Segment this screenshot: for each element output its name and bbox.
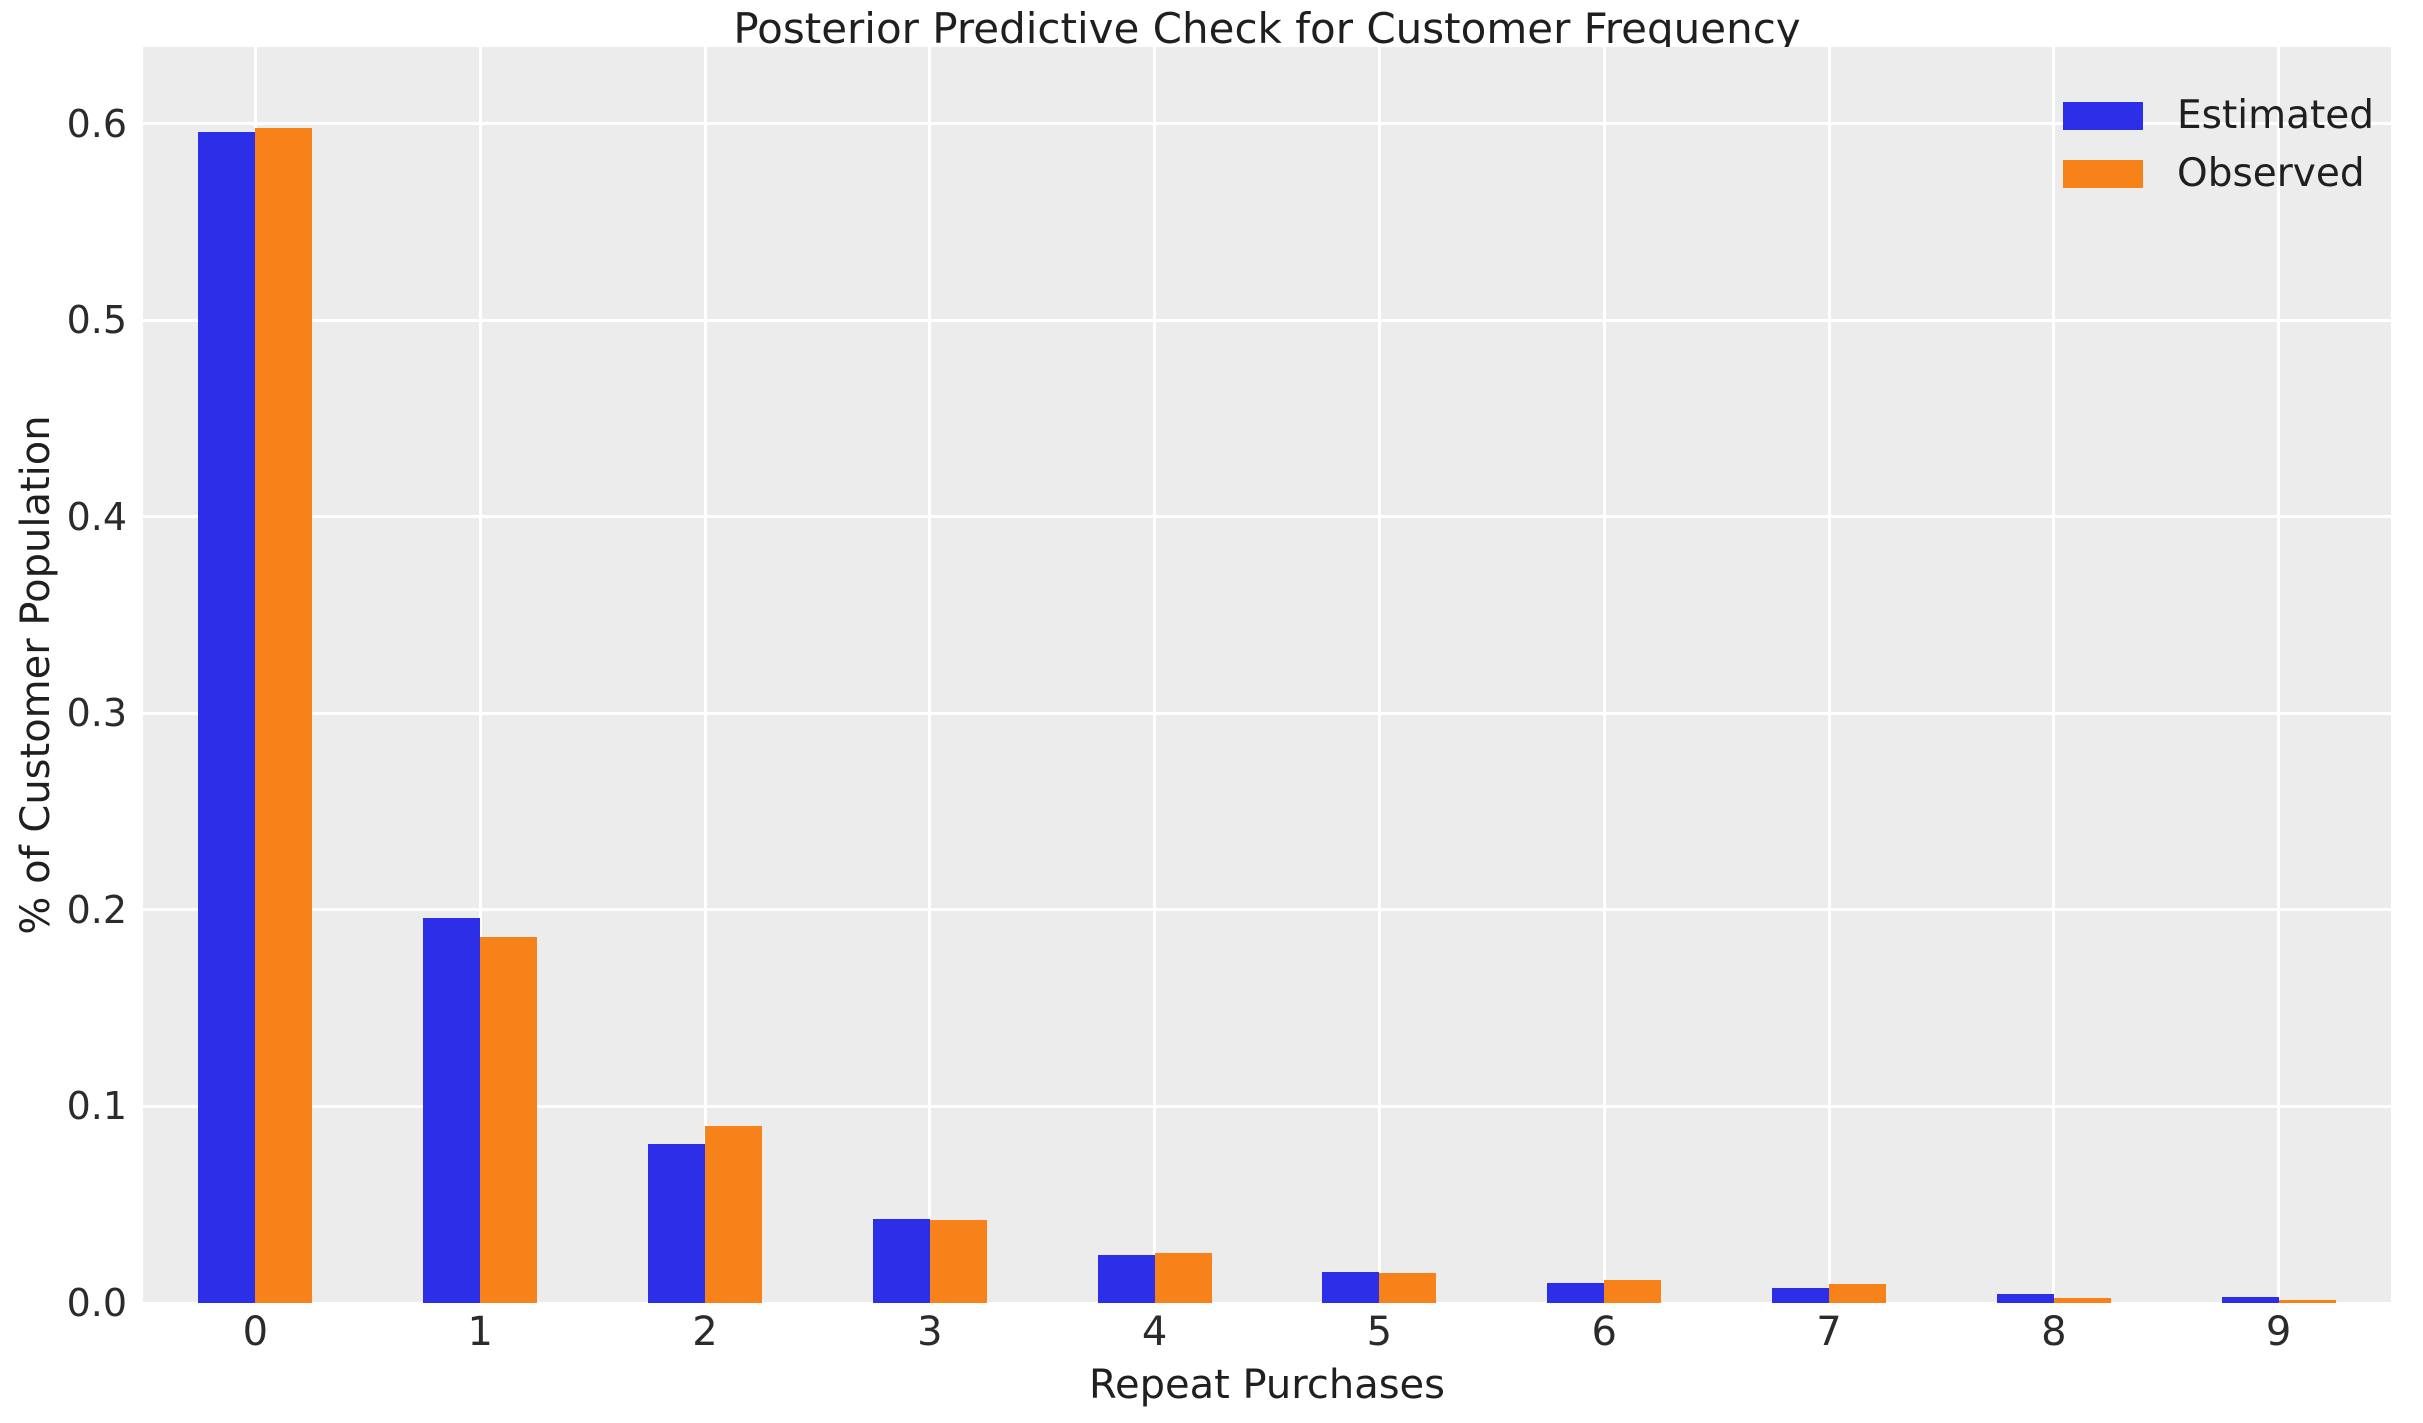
legend-label-observed: Observed <box>2177 151 2365 196</box>
gridline-vertical <box>1377 47 1381 1303</box>
x-axis-ticks: 0 1 2 3 4 5 6 7 8 9 <box>143 1309 2391 1365</box>
bar-observed-2 <box>705 1126 762 1303</box>
bar-observed-9 <box>2278 1299 2336 1303</box>
gridline-horizontal <box>143 122 2391 126</box>
legend-item-observed: Observed <box>2063 153 2374 195</box>
bar-group-2 <box>648 1126 762 1303</box>
x-tick-label: 5 <box>1366 1309 1393 1355</box>
x-tick-label: 4 <box>1141 1309 1168 1355</box>
gridline-vertical <box>703 47 707 1303</box>
bar-observed-6 <box>1604 1279 1662 1303</box>
bar-group-3 <box>872 1219 987 1303</box>
x-tick-label: 2 <box>692 1309 718 1355</box>
x-tick-label: 7 <box>1816 1309 1842 1355</box>
bar-observed-8 <box>2053 1298 2111 1303</box>
plot-area <box>143 47 2391 1305</box>
x-tick-label: 6 <box>1591 1309 1617 1355</box>
x-tick-label: 3 <box>917 1309 943 1355</box>
bar-observed-3 <box>929 1220 987 1303</box>
y-tick-label: 0.4 <box>66 494 127 539</box>
chart-title: Posterior Predictive Check for Customer … <box>733 4 1801 53</box>
bar-group-6 <box>1547 1279 1662 1303</box>
bar-group-8 <box>1996 1294 2111 1303</box>
bar-estimated-7 <box>1772 1288 1829 1303</box>
bar-group-7 <box>1772 1284 1886 1303</box>
bar-estimated-4 <box>1097 1254 1155 1303</box>
bar-observed-0 <box>255 127 313 1303</box>
x-tick-label: 8 <box>2041 1309 2067 1355</box>
bar-estimated-5 <box>1322 1271 1380 1303</box>
gridline-vertical <box>1602 47 1606 1303</box>
gridline-horizontal <box>143 515 2391 519</box>
gridline-vertical <box>2052 47 2056 1303</box>
bar-estimated-2 <box>648 1143 705 1303</box>
legend-label-estimated: Estimated <box>2177 93 2375 138</box>
y-axis-ticks: 0.0 0.1 0.2 0.3 0.4 0.5 0.6 <box>0 47 127 1325</box>
gridline-vertical <box>1153 47 1157 1303</box>
bar-estimated-8 <box>1996 1294 2054 1303</box>
legend-item-estimated: Estimated <box>2063 95 2374 137</box>
y-axis-label: % of Customer Population <box>13 415 59 935</box>
gridline-vertical <box>2277 47 2281 1303</box>
bar-estimated-3 <box>872 1219 930 1303</box>
bar-group-5 <box>1322 1271 1437 1303</box>
legend-swatch-observed <box>2063 160 2143 188</box>
gridline-vertical <box>1827 47 1831 1303</box>
gridline-horizontal <box>143 908 2391 912</box>
bar-observed-5 <box>1379 1272 1437 1303</box>
y-tick-label: 0.6 <box>66 101 127 146</box>
legend: Estimated Observed <box>2063 95 2374 195</box>
bar-estimated-6 <box>1547 1283 1605 1303</box>
gridline-horizontal <box>143 318 2391 322</box>
x-tick-label: 1 <box>467 1309 493 1355</box>
y-tick-label: 0.2 <box>66 887 127 932</box>
bar-group-4 <box>1097 1252 1212 1303</box>
bar-group-1 <box>423 917 538 1303</box>
bar-group-9 <box>2221 1296 2336 1303</box>
legend-swatch-estimated <box>2063 102 2143 130</box>
bar-estimated-1 <box>423 917 481 1303</box>
x-axis-label: Repeat Purchases <box>1089 1362 1445 1408</box>
bar-observed-7 <box>1829 1284 1886 1303</box>
y-tick-label: 0.1 <box>66 1084 127 1129</box>
x-tick-label: 0 <box>242 1309 269 1355</box>
gridline-vertical <box>478 47 482 1303</box>
bar-estimated-9 <box>2221 1296 2279 1303</box>
x-tick-label: 9 <box>2265 1309 2292 1355</box>
bar-estimated-0 <box>198 131 256 1303</box>
y-tick-label: 0.0 <box>66 1281 127 1325</box>
gridline-horizontal <box>143 1104 2391 1108</box>
gridline-horizontal <box>143 1301 2391 1305</box>
gridline-vertical <box>928 47 932 1303</box>
bar-observed-4 <box>1154 1252 1212 1303</box>
y-tick-label: 0.5 <box>66 298 127 343</box>
y-tick-label: 0.3 <box>66 691 127 736</box>
bar-group-0 <box>198 127 313 1303</box>
bar-observed-1 <box>480 937 538 1303</box>
gridline-horizontal <box>143 711 2391 715</box>
